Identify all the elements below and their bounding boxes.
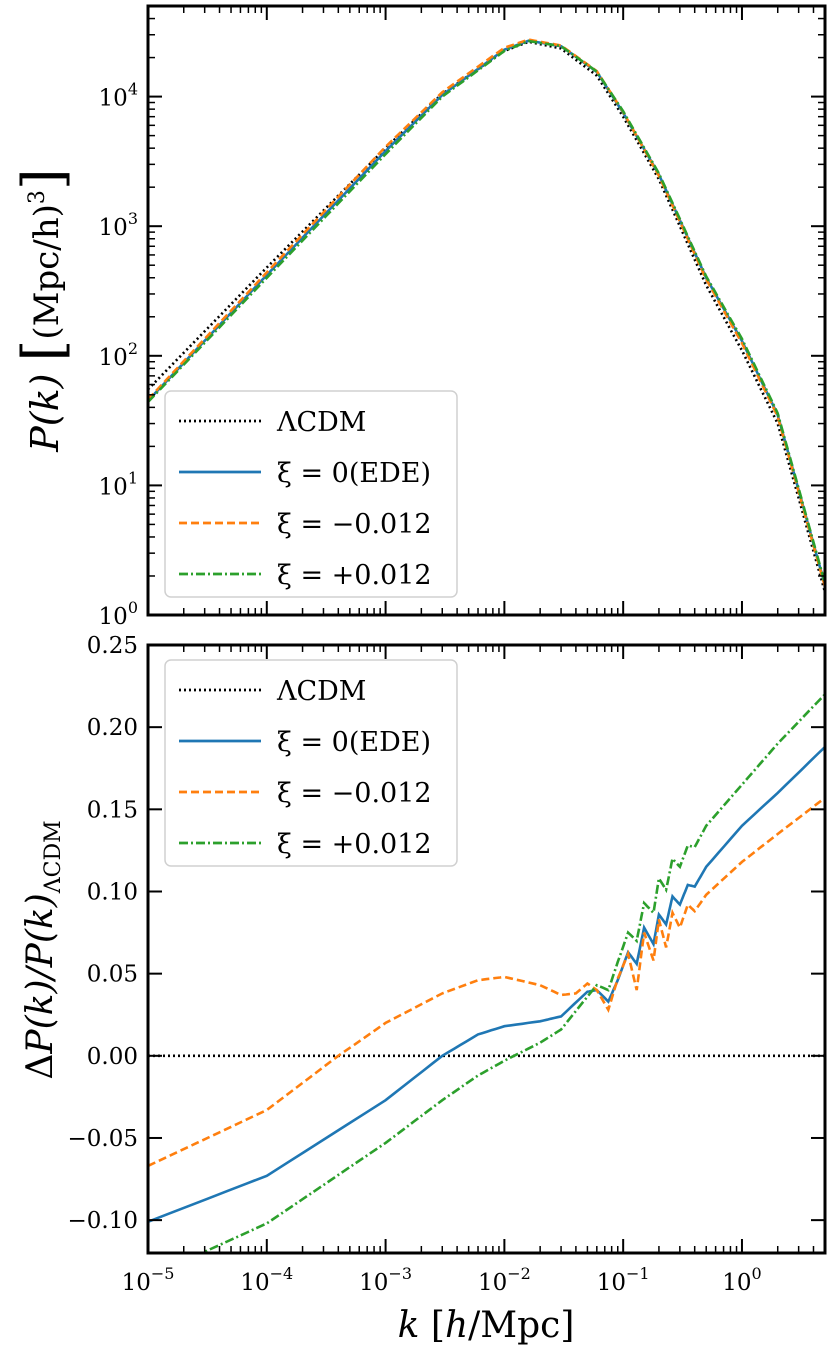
bottom-legend-label-2: ξ = −0.012 [277, 778, 432, 809]
bottom-legend-label-1: ξ = 0(EDE) [277, 727, 431, 758]
x-tick-label-1: 10−4 [240, 1264, 293, 1296]
bottom-series-line-2 [148, 796, 825, 1168]
top-y-ticks: 100 101 102 103 104 [99, 5, 825, 630]
top-legend-label-0: ΛCDM [276, 407, 366, 438]
top-legend-label-2: ξ = −0.012 [277, 509, 432, 540]
bottom-legend-box [164, 659, 458, 867]
top-series-line-0 [148, 40, 825, 593]
top-y-axis-title: P(k) [(Mpc/h)3] [11, 168, 76, 453]
bottom-legend-label-3: ξ = +0.012 [277, 829, 432, 860]
top-legend-box [164, 390, 458, 598]
bottom-series-group [148, 693, 825, 1253]
bottom-legend: ΛCDM ξ = 0(EDE) ξ = −0.012 ξ = +0.012 [164, 659, 458, 867]
bottom-y-tick-label-1: −0.05 [68, 1126, 138, 1152]
bottom-series-line-3 [198, 693, 825, 1253]
top-y-tick-label-4: 104 [99, 80, 138, 112]
top-series-group [148, 38, 825, 593]
x-tick-label-4: 10−1 [597, 1264, 650, 1296]
bottom-y-tick-label-4: 0.10 [87, 879, 138, 905]
x-axis-title: k [h/Mpc] [398, 1305, 575, 1346]
bottom-y-tick-label-5: 0.15 [87, 797, 138, 823]
bottom-y-tick-label-0: −0.10 [68, 1208, 138, 1234]
x-tick-label-3: 10−2 [478, 1264, 531, 1296]
top-y-tick-label-0: 100 [99, 598, 138, 630]
top-y-tick-label-1: 101 [99, 468, 138, 500]
bottom-y-axis-title: ΔP(k)/P(k)ΛCDM [20, 820, 66, 1079]
top-legend-label-3: ξ = +0.012 [277, 560, 432, 591]
x-tick-label-0: 10−5 [122, 1264, 175, 1296]
top-legend: ΛCDM ξ = 0(EDE) ξ = −0.012 ξ = +0.012 [164, 390, 458, 598]
bottom-series-line-1 [148, 745, 825, 1224]
bottom-y-tick-label-2: 0.00 [87, 1044, 138, 1070]
bottom-y-tick-label-6: 0.20 [87, 715, 138, 741]
bottom-legend-label-0: ΛCDM [276, 676, 366, 707]
x-tick-label-2: 10−3 [359, 1264, 412, 1296]
bottom-y-tick-label-7: 0.25 [87, 633, 138, 659]
top-panel: 100 101 102 103 104 P(k) [(Mpc/h)3] ΛCDM ξ = 0(… [11, 4, 827, 630]
bottom-frame [146, 643, 827, 1255]
top-series-line-3 [148, 39, 825, 584]
top-y-tick-label-2: 102 [99, 339, 138, 371]
top-legend-label-1: ξ = 0(EDE) [277, 458, 431, 489]
bottom-y-tick-label-3: 0.05 [87, 962, 138, 988]
bottom-panel: −0.10 −0.05 0.00 0.05 0.10 0.15 0.20 0.25 10−5 10… [20, 633, 827, 1346]
top-y-tick-label-3: 103 [99, 209, 138, 241]
x-tick-label-5: 100 [722, 1264, 761, 1296]
top-frame [146, 4, 827, 617]
